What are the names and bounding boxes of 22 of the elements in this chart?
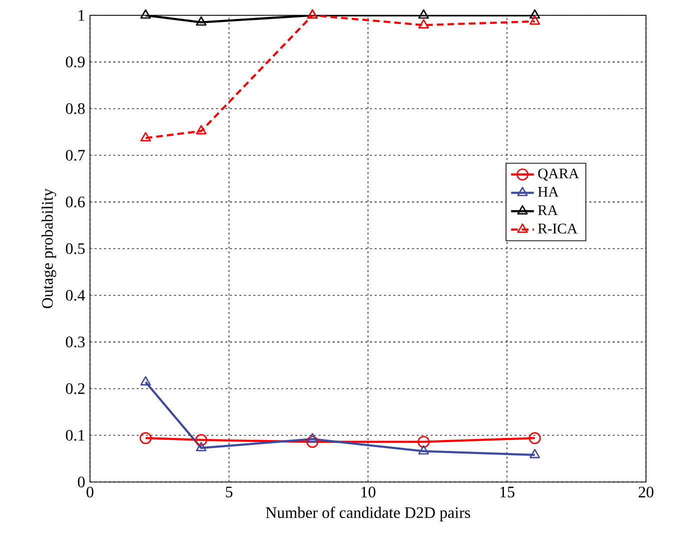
y-tick-label: 0.6 bbox=[66, 196, 85, 208]
x-axis-title: Number of candidate D2D pairs bbox=[266, 506, 470, 522]
x-tick-label: 5 bbox=[226, 486, 232, 498]
legend-label: HA bbox=[538, 186, 559, 197]
x-tick-label: 15 bbox=[500, 486, 514, 498]
y-axis-title: Outage probability bbox=[42, 188, 56, 308]
y-tick-label: 0.3 bbox=[66, 336, 85, 348]
y-tick-label: 0.5 bbox=[66, 243, 85, 254]
x-tick-label: 20 bbox=[638, 486, 654, 498]
y-tick-label: 0.9 bbox=[66, 56, 85, 68]
y-tick-label: 1 bbox=[78, 10, 84, 21]
y-tick-label: 0.8 bbox=[66, 103, 85, 114]
y-tick-label: 0 bbox=[78, 476, 85, 488]
y-tick-label: 0.2 bbox=[66, 383, 84, 394]
y-tick-label: 0.4 bbox=[66, 290, 86, 301]
legend-label: QARA bbox=[538, 168, 580, 181]
legend-label: RA bbox=[538, 205, 558, 216]
x-tick-label: 10 bbox=[361, 486, 376, 498]
legend-label: R-ICA bbox=[538, 224, 578, 234]
y-tick-label: 0.7 bbox=[66, 150, 85, 161]
y-tick-label: 0.1 bbox=[66, 430, 84, 441]
x-tick-label: 0 bbox=[86, 486, 94, 498]
